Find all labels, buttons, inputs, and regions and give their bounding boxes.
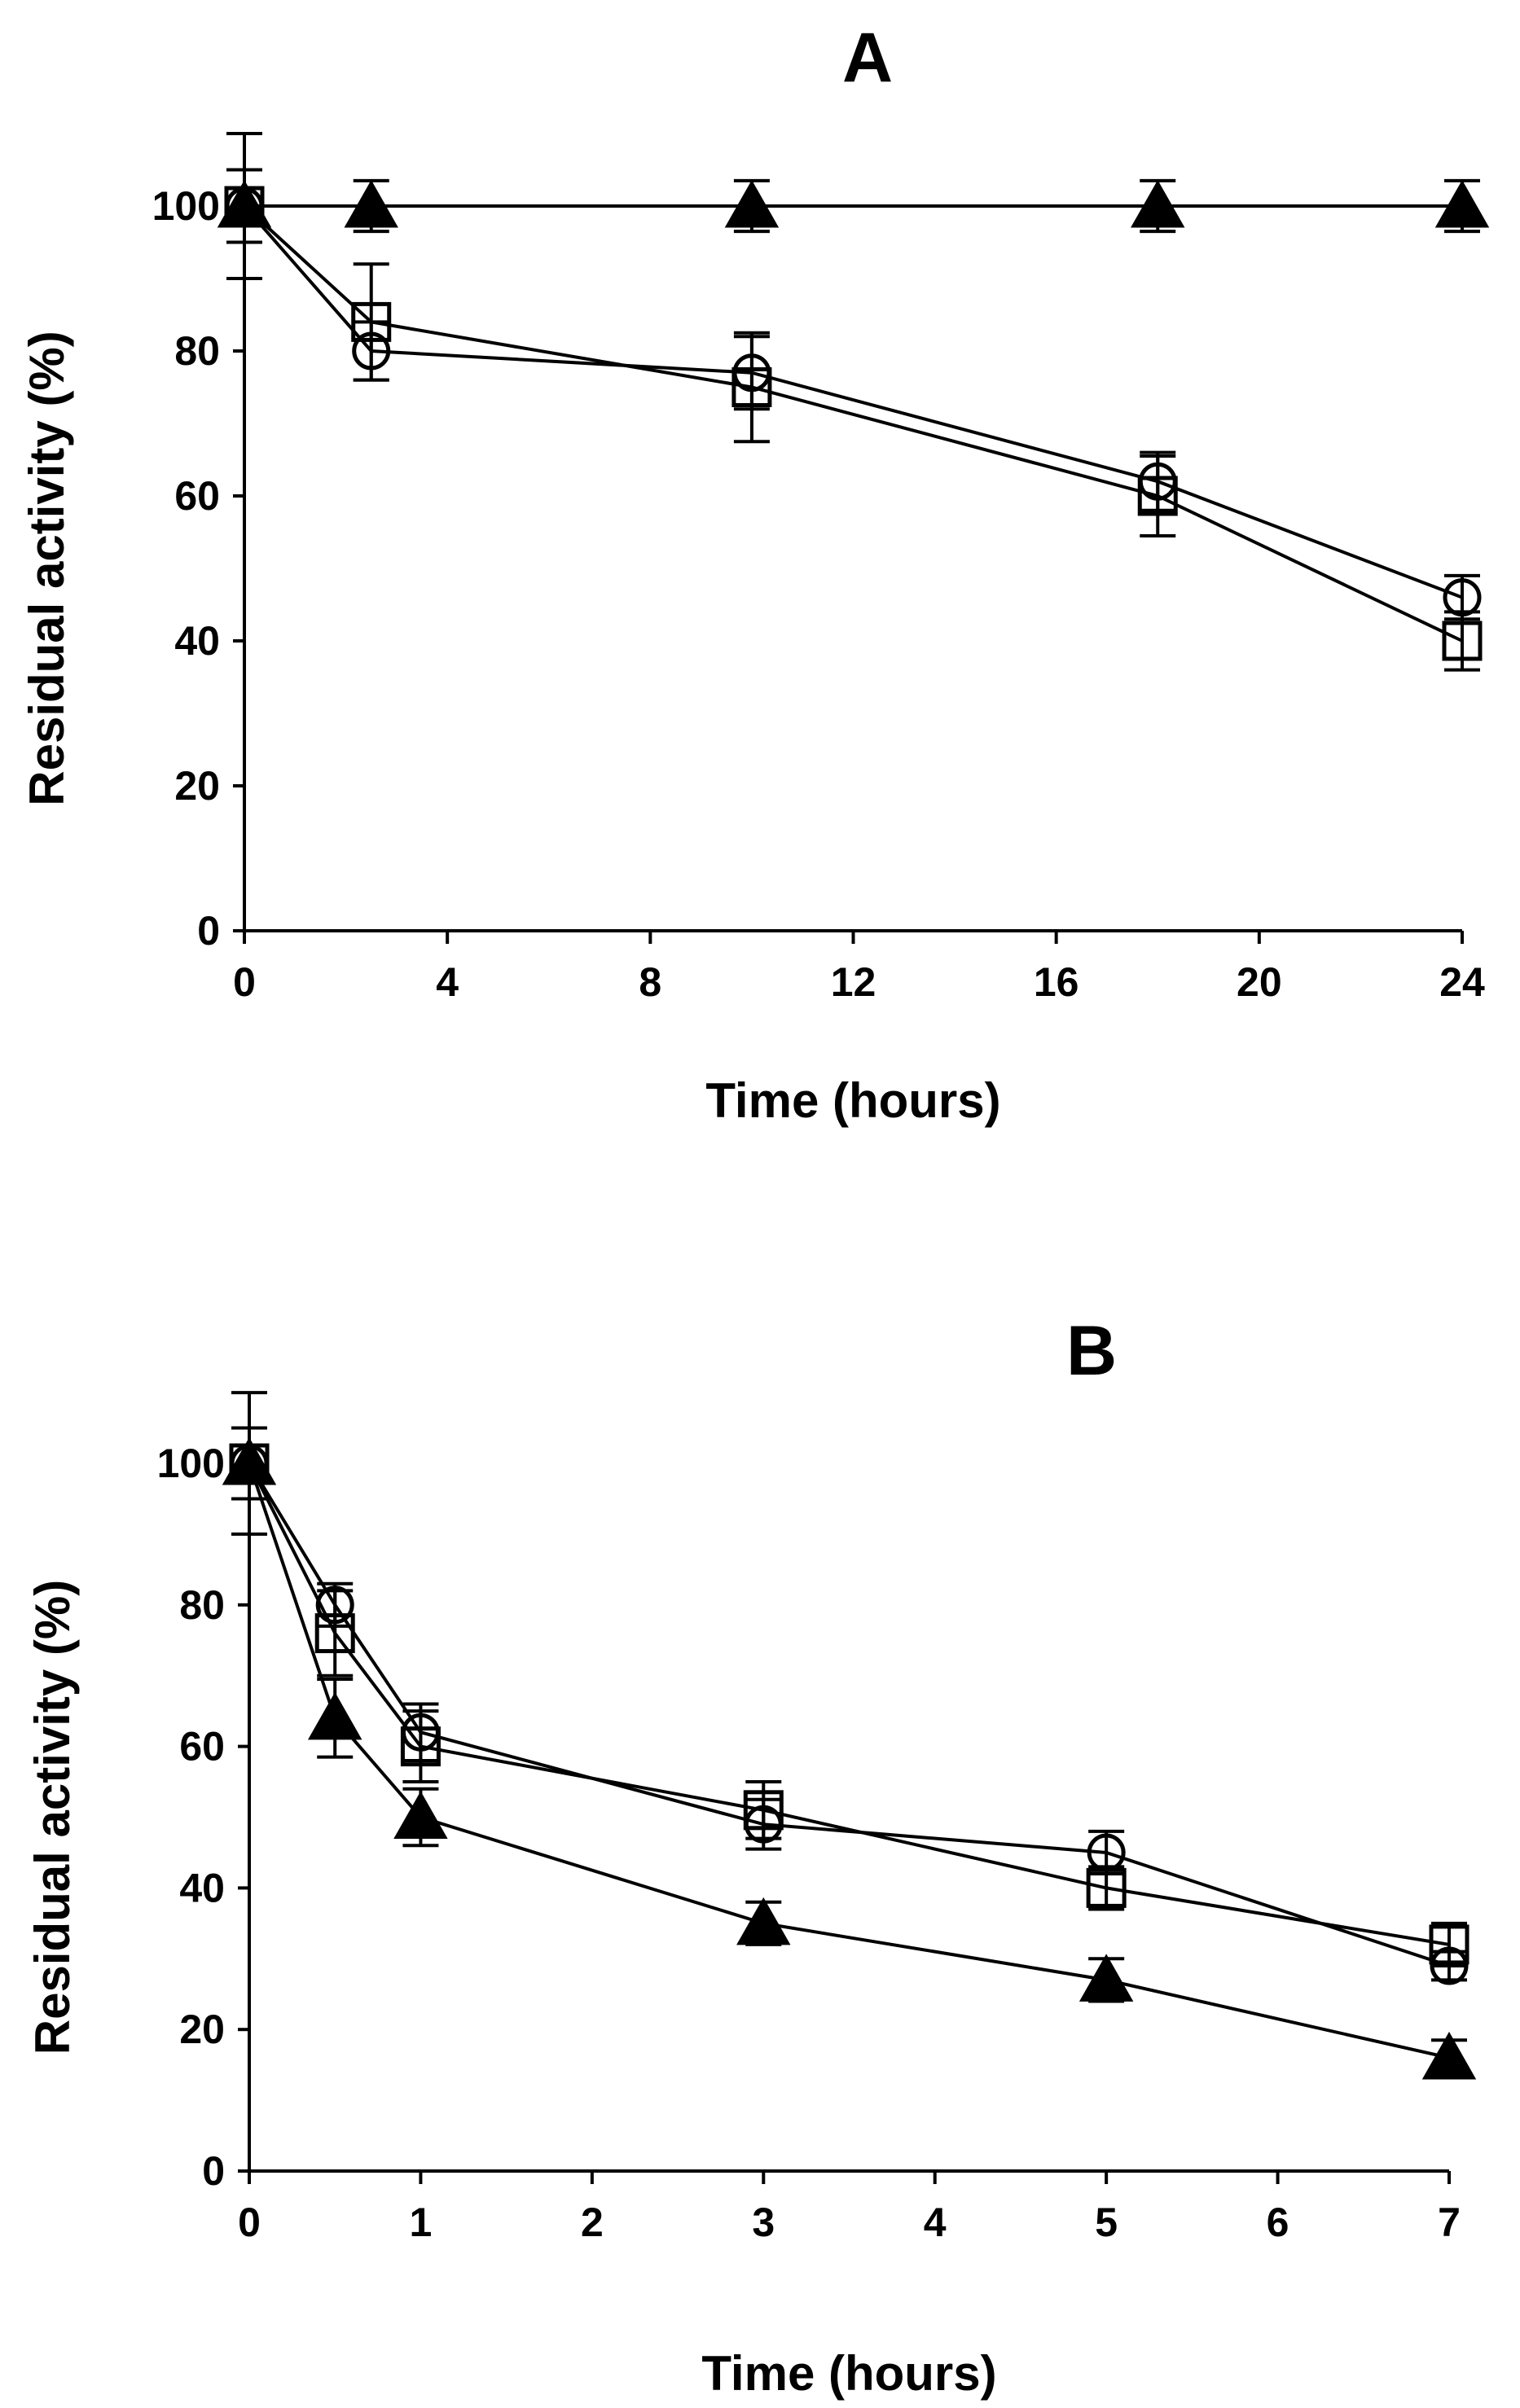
data-point (224, 186, 265, 226)
x-tick-label: 3 (752, 2200, 775, 2245)
data-point (1421, 2031, 1477, 2080)
data-point (344, 179, 398, 228)
y-tick-label: 60 (174, 473, 220, 519)
panel-title: B (1066, 1312, 1117, 1390)
y-axis-title: Residual activity (%) (25, 1580, 80, 2055)
data-point (307, 1691, 362, 1740)
data-point (229, 1443, 270, 1484)
x-tick-label: 0 (233, 959, 256, 1005)
x-tick-label: 8 (639, 959, 661, 1005)
x-tick-label: 4 (924, 2200, 947, 2245)
data-point (1131, 179, 1185, 228)
x-tick-label: 4 (436, 959, 459, 1005)
x-tick-label: 2 (581, 2200, 604, 2245)
data-point (1443, 578, 1482, 617)
y-tick-label: 40 (179, 1865, 225, 1910)
series-line (243, 204, 1463, 643)
data-point (731, 367, 772, 407)
data-point (393, 1791, 448, 1839)
x-tick-label: 5 (1095, 2200, 1118, 2245)
x-tick-label: 6 (1267, 2200, 1289, 2245)
panel-title: A (842, 19, 893, 97)
data-point (1434, 179, 1490, 228)
x-tick-label: 12 (831, 959, 876, 1005)
x-tick-label: 7 (1438, 2200, 1461, 2245)
y-tick-label: 100 (157, 1441, 225, 1486)
y-tick-label: 0 (202, 2148, 225, 2194)
y-tick-label: 80 (179, 1582, 225, 1628)
x-axis-title: Time (hours) (701, 2346, 996, 2401)
y-axis-title: Residual activity (%) (20, 331, 74, 806)
panel-a: 0 20 40 60 80 100 0 4 8 12 16 20 24 A Time (hours) Resi… (20, 19, 1490, 1128)
data-point (724, 179, 780, 228)
data-point (1137, 476, 1178, 516)
x-tick-label: 16 (1034, 959, 1079, 1005)
series-line (248, 1463, 1450, 1946)
x-tick-label: 24 (1439, 959, 1485, 1005)
y-tick-label: 20 (174, 763, 220, 809)
data-point (1078, 1954, 1134, 2002)
data-point (1442, 621, 1483, 661)
y-tick-label: 60 (179, 1724, 225, 1770)
data-point (1086, 1867, 1127, 1908)
data-point (1430, 1946, 1469, 1985)
x-tick-label: 1 (410, 2200, 433, 2245)
data-point (400, 1726, 441, 1767)
series-line (243, 204, 1463, 599)
y-tick-label: 80 (174, 328, 220, 374)
y-tick-label: 100 (152, 183, 220, 229)
panel-b: 0 20 40 60 80 100 0 1 2 3 4 5 6 7 B Time (hours) Residua… (25, 1312, 1477, 2401)
data-point (351, 301, 392, 342)
data-point (314, 1613, 355, 1654)
x-tick-label: 0 (238, 2200, 261, 2245)
series-line (248, 1462, 1450, 1967)
data-point (736, 1897, 791, 1945)
data-point (315, 1586, 354, 1625)
x-tick-label: 20 (1237, 959, 1282, 1005)
data-point (352, 331, 391, 371)
y-tick-label: 40 (174, 618, 220, 664)
y-tick-label: 0 (197, 908, 220, 954)
x-axis-title: Time (hours) (705, 1073, 1000, 1128)
data-point (1429, 1924, 1469, 1965)
y-tick-label: 20 (179, 2007, 225, 2052)
data-point (743, 1790, 784, 1831)
